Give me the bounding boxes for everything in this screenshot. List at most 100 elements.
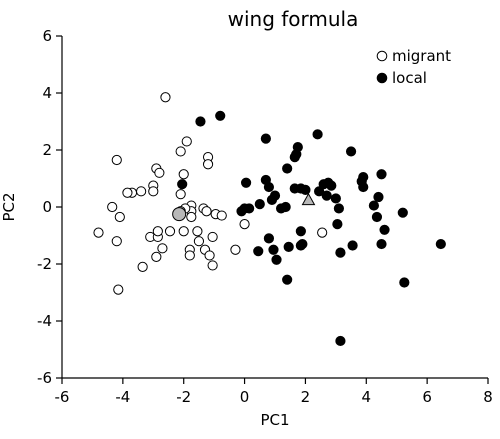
x-ticks: -6 -4 -2 0 2 4 6 8 bbox=[55, 378, 493, 406]
data-point-local bbox=[215, 110, 226, 121]
data-point-local bbox=[271, 254, 282, 265]
y-tick-label: 4 bbox=[42, 84, 52, 102]
data-point-migrant bbox=[136, 186, 147, 197]
data-point-local bbox=[239, 203, 250, 214]
data-point-local bbox=[253, 246, 264, 257]
data-point-migrant bbox=[111, 236, 122, 247]
data-point-migrant bbox=[148, 186, 159, 197]
legend-label-local: local bbox=[392, 69, 427, 87]
data-point-local bbox=[335, 335, 346, 347]
data-point-local bbox=[332, 219, 343, 230]
legend-marker-migrant bbox=[376, 50, 388, 62]
x-tick-label: -4 bbox=[115, 388, 130, 406]
y-tick-label: 2 bbox=[42, 141, 52, 159]
data-point-local bbox=[399, 277, 410, 288]
data-point-migrant bbox=[151, 251, 162, 262]
data-point-local bbox=[435, 238, 446, 250]
data-point-local bbox=[312, 129, 323, 140]
y-tick-label: -4 bbox=[37, 312, 52, 330]
data-point-local bbox=[397, 207, 408, 218]
centroid-marker-circle bbox=[172, 207, 187, 222]
data-point-migrant bbox=[93, 227, 104, 238]
x-tick-label: 0 bbox=[240, 388, 250, 406]
data-point-migrant bbox=[175, 146, 186, 157]
data-point-migrant bbox=[137, 261, 148, 272]
data-point-migrant bbox=[207, 260, 218, 271]
data-point-migrant bbox=[160, 92, 171, 103]
y-axis-title: PC2 bbox=[0, 192, 18, 221]
data-point-local bbox=[283, 241, 294, 252]
data-point-local bbox=[358, 171, 369, 183]
data-point-migrant bbox=[317, 227, 328, 238]
data-point-local bbox=[326, 180, 337, 191]
data-point-local bbox=[358, 181, 369, 193]
data-point-local bbox=[368, 200, 379, 211]
y-tick-label: 0 bbox=[42, 198, 52, 216]
data-point-local bbox=[373, 191, 384, 203]
y-tick-label: -2 bbox=[37, 255, 52, 273]
chart-title: wing formula bbox=[228, 7, 359, 31]
data-point-local bbox=[333, 203, 344, 214]
data-point-migrant bbox=[178, 226, 189, 237]
x-tick-label: -6 bbox=[55, 388, 70, 406]
data-point-local bbox=[282, 163, 293, 174]
data-point-local bbox=[371, 211, 383, 223]
data-point-local bbox=[240, 177, 252, 188]
data-point-local bbox=[345, 146, 357, 157]
data-point-migrant bbox=[186, 211, 197, 223]
x-tick-label: 6 bbox=[422, 388, 432, 406]
y-tick-label: 6 bbox=[42, 27, 52, 45]
data-point-migrant bbox=[192, 226, 203, 237]
data-point-migrant bbox=[114, 211, 125, 223]
data-point-migrant bbox=[178, 169, 189, 180]
data-point-local bbox=[335, 247, 346, 258]
data-point-local bbox=[295, 226, 306, 237]
series-local bbox=[177, 110, 446, 347]
data-point-migrant bbox=[184, 250, 195, 261]
legend: migrant local bbox=[376, 47, 451, 87]
data-point-local bbox=[254, 199, 265, 210]
data-point-local bbox=[314, 186, 325, 197]
legend-marker-local bbox=[376, 72, 388, 84]
y-tick-label: -6 bbox=[37, 369, 52, 387]
data-point-migrant bbox=[207, 231, 218, 243]
data-point-local bbox=[263, 233, 275, 244]
data-point-local bbox=[347, 240, 358, 251]
data-point-local bbox=[376, 238, 387, 250]
data-point-local bbox=[297, 238, 308, 250]
data-point-migrant bbox=[175, 189, 186, 200]
data-point-local bbox=[292, 142, 303, 153]
data-point-local bbox=[300, 184, 311, 195]
x-tick-label: 8 bbox=[483, 388, 493, 406]
data-point-local bbox=[321, 190, 332, 201]
data-point-local bbox=[195, 116, 206, 127]
data-point-migrant bbox=[154, 167, 165, 178]
data-point-local bbox=[263, 181, 275, 193]
data-point-migrant bbox=[230, 244, 241, 255]
data-point-local bbox=[177, 179, 188, 190]
data-point-migrant bbox=[239, 219, 250, 230]
x-axis-title: PC1 bbox=[260, 411, 289, 429]
data-point-migrant bbox=[111, 154, 122, 166]
data-point-migrant bbox=[201, 206, 212, 217]
data-point-local bbox=[379, 224, 390, 235]
data-point-migrant bbox=[202, 159, 214, 170]
data-points bbox=[93, 92, 446, 347]
data-point-migrant bbox=[216, 210, 227, 221]
x-tick-label: 4 bbox=[362, 388, 372, 406]
data-point-local bbox=[266, 194, 278, 205]
data-point-local bbox=[330, 193, 341, 204]
data-point-migrant bbox=[164, 226, 176, 237]
y-ticks: -6 -4 -2 0 2 4 6 bbox=[37, 27, 62, 387]
series-centroid-3 bbox=[301, 192, 316, 206]
data-point-local bbox=[268, 244, 279, 255]
x-tick-label: -2 bbox=[176, 388, 191, 406]
data-point-local bbox=[280, 201, 291, 213]
data-point-migrant bbox=[204, 250, 215, 261]
data-point-migrant bbox=[107, 201, 118, 213]
x-tick-label: 2 bbox=[301, 388, 311, 406]
data-point-local bbox=[260, 133, 271, 144]
series-centroid-2 bbox=[172, 207, 187, 222]
data-point-local bbox=[376, 169, 387, 180]
